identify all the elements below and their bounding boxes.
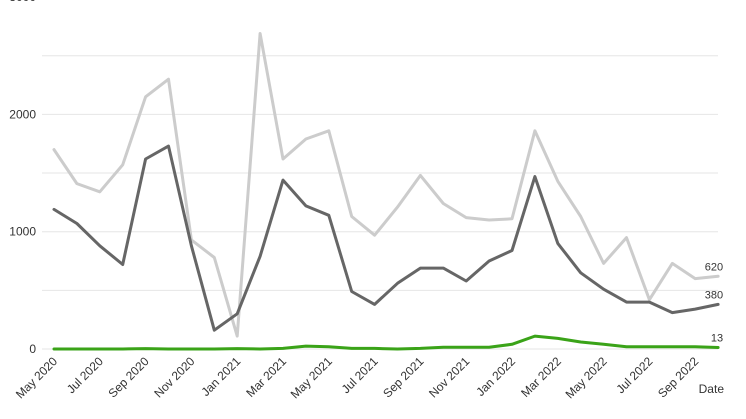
x-tick-label: May 2022 <box>563 354 610 401</box>
x-tick-label: Jan 2021 <box>198 354 243 399</box>
series-end-labels: 620 380 13 <box>705 261 723 344</box>
x-tick-label: Nov 2020 <box>151 354 197 400</box>
x-tick-label: Nov 2021 <box>426 354 472 400</box>
series-line-2 <box>52 144 720 332</box>
x-axis-ticks: May 2020 Jul 2020 Sep 2020 Nov 2020 Jan 2021… <box>13 354 702 401</box>
series-lines <box>52 32 720 351</box>
series-line-1 <box>52 32 720 338</box>
x-tick-label: Sep 2021 <box>380 354 426 400</box>
series-end-label-1: 620 <box>705 261 723 273</box>
y-tick-label: 0 <box>29 342 36 356</box>
x-tick-label: May 2021 <box>288 354 335 401</box>
gridlines <box>42 55 718 350</box>
x-tick-label: Sep 2020 <box>105 354 151 400</box>
y-tick-label: 1000 <box>9 225 36 239</box>
x-tick-label: Jan 2022 <box>473 354 518 399</box>
x-axis-label: Date <box>699 382 725 396</box>
y-tick-label: 2000 <box>9 107 36 121</box>
series-end-label-3: 13 <box>711 332 723 344</box>
x-tick-label: Jul 2020 <box>64 354 106 396</box>
x-tick-label: Jul 2021 <box>339 354 381 396</box>
x-tick-label: Mar 2022 <box>518 354 564 400</box>
y-axis-ticks: 0 1000 2000 3000 <box>9 0 36 356</box>
series-line-3 <box>52 334 720 351</box>
y-tick-label: 3000 <box>9 0 36 4</box>
x-tick-label: Jul 2022 <box>614 354 656 396</box>
series-end-label-2: 380 <box>705 289 723 301</box>
x-tick-label: May 2020 <box>13 354 60 401</box>
x-tick-label: Mar 2021 <box>243 354 289 400</box>
x-tick-label: Sep 2022 <box>655 354 701 400</box>
